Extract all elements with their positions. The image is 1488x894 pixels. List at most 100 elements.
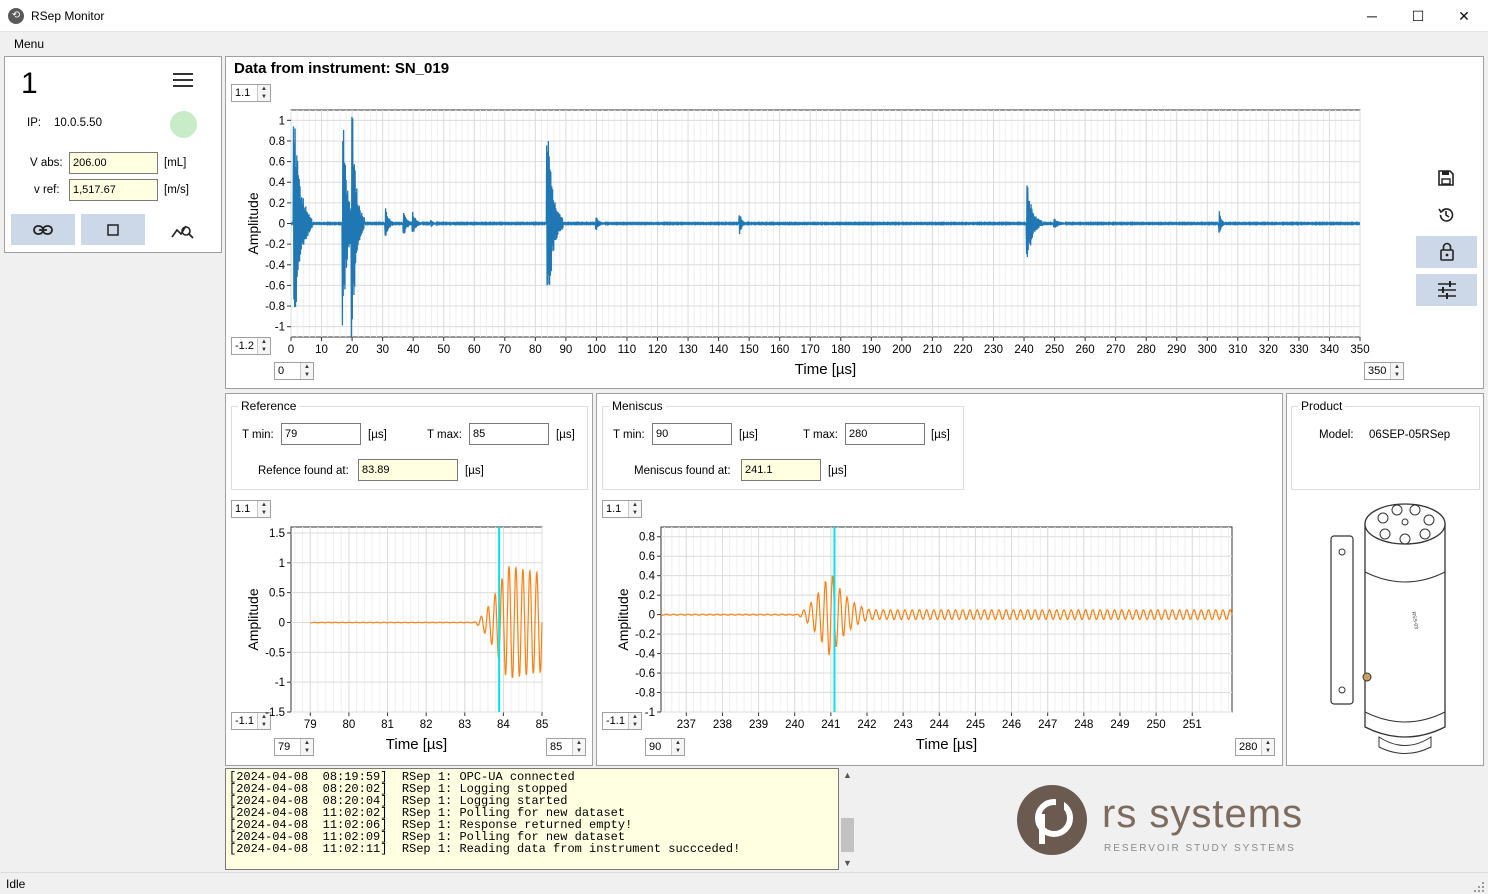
x-tick-label: 240 [785,719,804,731]
company-logo: rs systems RESERVOIR STUDY SYSTEMS [1016,784,1346,859]
main-waveform-chart: 0 10 20 30 40 50 60 70 80 90 100 110 120 130 140 150 160… [245,109,1370,378]
men-tmax-field[interactable]: 280 [845,423,925,445]
ref-ymax-spinner[interactable]: 1.1 ▲ ▼ [231,500,271,518]
ymin-spinner[interactable]: -1.2 ▲ ▼ [231,337,271,355]
analyze-button[interactable] [151,214,215,245]
x-tick-label: 50 [437,344,450,356]
close-button[interactable]: ✕ [1458,7,1470,24]
ref-xmax-spinner[interactable]: 85 ▲ ▼ [546,738,586,756]
y-tick-label: -1 [645,707,655,719]
x-tick-label: 190 [862,344,881,356]
x-tick-label: 220 [953,344,972,356]
log-line: [2024-04-08 08:20:04] RSep 1: Logging st… [229,794,568,808]
app-icon: ⟲ [8,8,24,24]
men-xmax-spinner[interactable]: 280 ▲ ▼ [1235,738,1275,756]
x-axis-label: Time [µs] [386,736,447,753]
x-tick-label: 247 [1038,719,1057,731]
ip-label: IP: [27,117,42,129]
save-button[interactable] [1416,166,1476,190]
y-tick-label: -0.2 [635,629,655,641]
x-tick-label: 80 [529,344,542,356]
x-tick-label: 300 [1198,344,1217,356]
ref-ymin-spinner[interactable]: -1.1 ▲ ▼ [231,712,271,730]
x-tick-label: 270 [1106,344,1125,356]
x-tick-label: 200 [892,344,911,356]
ref-tmin-field[interactable]: 79 [281,423,361,445]
y-tick-label: -0.8 [635,688,655,700]
resize-grip-icon[interactable] [1473,881,1485,893]
history-icon [1438,208,1454,222]
hamburger-menu-icon[interactable] [173,73,193,87]
stop-button[interactable] [81,214,145,245]
settings-button[interactable] [1416,274,1477,306]
x-tick-label: 84 [497,719,510,731]
y-tick-label: -0.6 [265,280,285,292]
ref-tmax-field[interactable]: 85 [469,423,549,445]
ref-found-unit: [µs] [465,465,484,477]
window-title: RSep Monitor [31,9,105,23]
link-icon [33,224,53,235]
x-axis-label: Time [µs] [916,736,977,753]
x-tick-label: 40 [407,344,420,356]
y-tick-label: -0.2 [265,239,285,251]
logo-icon [1017,785,1087,855]
x-tick-label: 320 [1259,344,1278,356]
ref-found-field[interactable]: 83.89 [358,459,458,481]
x-tick-label: 246 [1002,719,1021,731]
meniscus-panel: Meniscus T min: 90 [µs] T max: 280 [µs] … [596,393,1283,766]
vref-label: v ref: [34,184,60,196]
men-ymin-spinner[interactable]: -1.1 ▲ ▼ [602,712,642,730]
lock-button[interactable] [1416,236,1477,268]
x-tick-label: 210 [923,344,942,356]
vabs-field[interactable]: 206.00 [69,152,158,174]
logo-tagline: RESERVOIR STUDY SYSTEMS [1104,843,1296,854]
meniscus-waveform-chart: 237 238 239 240 241 242 243 244 245 246 247 248 249 2… [615,526,1233,753]
men-found-field[interactable]: 241.1 [741,459,821,481]
x-tick-label: 237 [677,719,696,731]
vref-field[interactable]: 1,517.67 [69,179,158,201]
x-tick-label: 249 [1110,719,1129,731]
y-tick-label: 0.5 [269,588,285,600]
y-tick-label: -0.4 [635,649,655,661]
scroll-down-icon[interactable]: ▼ [843,858,852,868]
maximize-button[interactable]: ☐ [1411,7,1425,24]
reference-panel: Reference T min: 79 [µs] T max: 85 [µs] … [225,393,593,766]
xmin-spinner[interactable]: 0 ▲ ▼ [274,362,314,380]
x-tick-label: 239 [749,719,768,731]
log-panel[interactable]: [2024-04-08 08:19:59] RSep 1: OPC-UA con… [225,768,839,870]
y-tick-label: 1 [279,115,285,127]
xmax-spinner[interactable]: 350 ▲ ▼ [1364,362,1404,380]
men-tmin-field[interactable]: 90 [652,423,732,445]
status-text: Idle [6,877,26,891]
log-scrollbar[interactable]: ▲ ▼ [839,768,856,870]
menu-item[interactable]: Menu [14,37,45,51]
reference-title: Reference [238,399,300,413]
y-tick-label: -0.5 [265,647,285,659]
ymax-spinner[interactable]: 1.1 ▲ ▼ [231,84,271,102]
logo-brand: rs systems [1102,792,1304,836]
scroll-up-icon[interactable]: ▲ [843,770,852,780]
ip-value: 10.0.5.50 [54,117,102,129]
x-tick-label: 85 [536,719,549,731]
men-ymax-spinner[interactable]: 1.1 ▲ ▼ [602,500,642,518]
x-tick-label: 260 [1076,344,1095,356]
log-line: [2024-04-08 11:02:02] RSep 1: Polling fo… [229,806,626,820]
connect-button[interactable] [11,214,75,245]
x-tick-label: 243 [894,719,913,731]
x-tick-label: 90 [559,344,572,356]
x-tick-label: 170 [801,344,820,356]
minimize-button[interactable]: ─ [1367,8,1377,24]
men-found-label: Meniscus found at: [634,465,731,477]
scroll-thumb[interactable] [841,818,854,852]
y-tick-label: 1 [279,558,285,570]
y-tick-label: 0 [649,610,655,622]
y-tick-label: 0.2 [639,590,655,602]
x-tick-label: 251 [1183,719,1202,731]
men-tmin-label: T min: [613,429,645,441]
y-tick-label: 0.4 [639,571,656,583]
men-xmin-spinner[interactable]: 90 ▲ ▼ [645,738,685,756]
ref-xmin-spinner[interactable]: 79 ▲ ▼ [274,738,314,756]
history-button[interactable] [1416,203,1476,227]
ref-tmin-label: T min: [242,429,274,441]
x-tick-label: 140 [709,344,728,356]
